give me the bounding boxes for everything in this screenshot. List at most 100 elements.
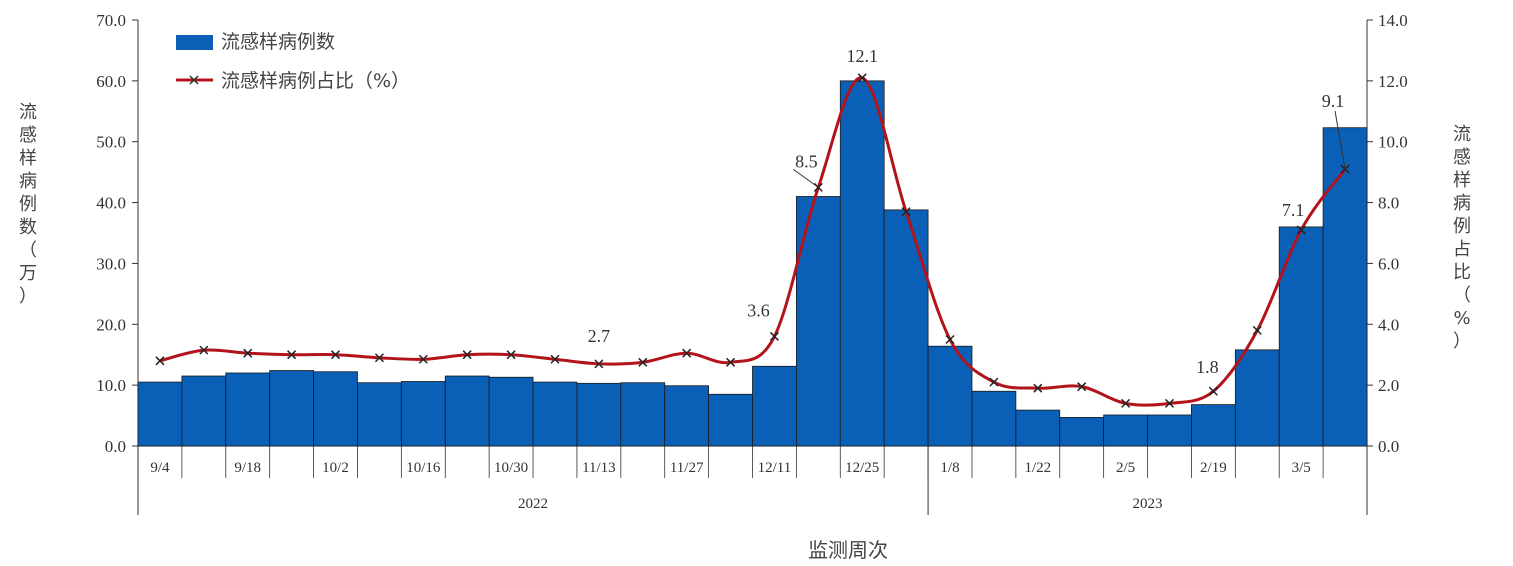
bar-2-5 xyxy=(1103,414,1148,447)
left-tick-label: 40.0 xyxy=(96,194,126,213)
bar-9-18 xyxy=(225,372,271,447)
ratio-marker-10-30 xyxy=(506,350,516,360)
bar-11-13 xyxy=(576,382,622,447)
ratio-label-12-11: 3.6 xyxy=(747,300,770,320)
y-axis-left-title-char: （ xyxy=(19,240,37,261)
x-tick-label: 1/22 xyxy=(1024,460,1051,476)
ratio-marker-10-2 xyxy=(330,350,341,360)
y-axis-left-title-char: 病 xyxy=(19,171,37,192)
y-axis-right-title-char: 占 xyxy=(1453,239,1471,260)
bar-3-5 xyxy=(1278,226,1324,447)
x-tick-label: 11/27 xyxy=(670,460,704,476)
y-axis-left-title-char: 流 xyxy=(19,102,37,123)
bar-1-29 xyxy=(1059,416,1105,447)
x-tick-label: 12/25 xyxy=(845,460,879,476)
ratio-marker-11-27 xyxy=(682,348,692,358)
bar-12-18 xyxy=(795,196,841,447)
ratio-marker-2-19 xyxy=(1208,386,1218,396)
x-tick-label: 10/2 xyxy=(322,460,349,476)
right-tick-label: 6.0 xyxy=(1378,254,1399,273)
ratio-marker-12-4 xyxy=(726,357,736,367)
ratio-marker-10-23 xyxy=(462,350,472,360)
right-tick-label: 12.0 xyxy=(1378,72,1408,91)
x-tick-label: 2/5 xyxy=(1116,460,1135,476)
ratio-label-2-19: 1.8 xyxy=(1196,357,1219,377)
bar-9-4 xyxy=(137,381,183,447)
x-tick-label: 9/4 xyxy=(150,460,170,476)
x-tick-label: 11/13 xyxy=(582,460,616,476)
ratio-label-12-25: 12.1 xyxy=(846,46,878,66)
x-tick-label: 12/11 xyxy=(758,460,792,476)
bar-1-1 xyxy=(883,209,929,447)
right-tick-label: 8.0 xyxy=(1378,194,1399,213)
ratio-label-3-5: 7.1 xyxy=(1282,200,1305,220)
legend-bar-swatch xyxy=(176,35,213,50)
bar-2-12 xyxy=(1147,414,1192,447)
x-axis-title: 监测周次 xyxy=(808,538,888,562)
x-tick-label: 10/30 xyxy=(494,460,528,476)
legend-line-marker xyxy=(189,75,199,85)
bar-10-16 xyxy=(400,381,446,447)
bar-12-25 xyxy=(839,80,885,447)
ratio-marker-9-18 xyxy=(243,348,253,358)
left-tick-label: 0.0 xyxy=(105,437,126,456)
bar-12-4 xyxy=(708,393,753,447)
y-axis-left-title-char: 例 xyxy=(19,194,37,215)
ratio-marker-9-11 xyxy=(199,345,209,355)
y-axis-right-title-char: （ xyxy=(1453,285,1471,306)
ratio-label-12-18: 8.5 xyxy=(795,151,818,171)
x-tick-label: 2/19 xyxy=(1200,460,1227,476)
ratio-marker-10-9 xyxy=(374,353,384,363)
year-label-2023: 2023 xyxy=(1133,496,1163,512)
legend-bar-label: 流感样病例数 xyxy=(221,31,335,53)
bar-3-12 xyxy=(1322,127,1368,447)
y-axis-right-title-char: % xyxy=(1453,308,1470,329)
ratio-marker-2-5 xyxy=(1121,398,1131,408)
bar-1-22 xyxy=(1015,409,1061,447)
bar-11-27 xyxy=(664,385,710,447)
right-tick-label: 4.0 xyxy=(1378,315,1399,334)
y-axis-right-title-char: ） xyxy=(1453,331,1471,352)
ratio-label-11-13: 2.7 xyxy=(588,326,611,346)
left-tick-label: 30.0 xyxy=(96,254,126,273)
ratio-marker-12-25 xyxy=(857,73,867,83)
ratio-marker-11-6 xyxy=(550,354,560,364)
y-axis-right-title-char: 例 xyxy=(1453,216,1471,237)
ratio-marker-1-22 xyxy=(1033,383,1043,393)
ratio-marker-9-25 xyxy=(287,350,297,360)
y-axis-left-title-char: 万 xyxy=(19,263,37,284)
label-leader-8-5 xyxy=(793,168,819,188)
ratio-marker-10-16 xyxy=(418,354,428,364)
ratio-marker-11-13 xyxy=(594,359,604,369)
bar-9-25 xyxy=(269,370,314,447)
legend-line-label: 流感样病例占比（%） xyxy=(221,70,410,92)
left-tick-label: 70.0 xyxy=(96,11,126,30)
year-label-2022: 2022 xyxy=(518,496,548,512)
ratio-marker-9-4 xyxy=(155,356,165,366)
ratio-marker-1-15 xyxy=(989,377,999,387)
bar-10-2 xyxy=(313,371,358,447)
ratio-marker-3-5 xyxy=(1296,225,1306,235)
bar-12-11 xyxy=(752,365,797,447)
ratio-marker-2-26 xyxy=(1252,325,1262,335)
ratio-marker-1-1 xyxy=(901,207,911,217)
y-axis-left-title-char: 样 xyxy=(19,148,37,169)
y-axis-left-title-char: 数 xyxy=(19,217,37,238)
y-axis-right-title-char: 比 xyxy=(1453,262,1471,283)
right-tick-label: 10.0 xyxy=(1378,133,1408,152)
bar-10-23 xyxy=(444,375,490,447)
ratio-label-3-12: 9.1 xyxy=(1322,91,1345,111)
right-tick-label: 14.0 xyxy=(1378,11,1408,30)
left-tick-label: 10.0 xyxy=(96,376,126,395)
left-tick-label: 20.0 xyxy=(96,315,126,334)
ratio-marker-11-20 xyxy=(638,357,648,367)
left-tick-label: 60.0 xyxy=(96,72,126,91)
x-tick-label: 1/8 xyxy=(940,460,959,476)
label-leader-9-1 xyxy=(1334,111,1346,170)
y-axis-right-title-char: 流 xyxy=(1453,124,1471,145)
y-axis-left-title-char: ） xyxy=(19,286,37,307)
ratio-marker-2-12 xyxy=(1164,398,1175,408)
bar-2-19 xyxy=(1191,404,1236,447)
bar-11-20 xyxy=(620,382,666,447)
